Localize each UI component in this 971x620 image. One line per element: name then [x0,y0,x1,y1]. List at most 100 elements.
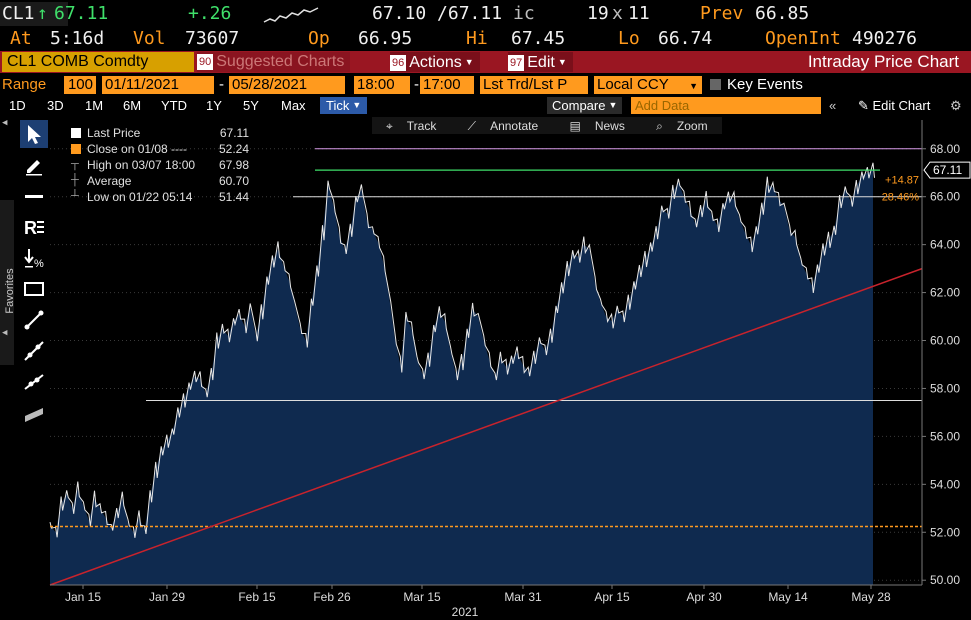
rectangle-tool[interactable] [20,275,48,303]
x-tick-label: Feb 26 [313,590,351,604]
x-tick-label: Jan 29 [149,590,185,604]
track-button[interactable]: ⌖ Track [372,117,450,136]
x-tick-label: Jan 15 [65,590,101,604]
edit-chart-label: Edit Chart [872,98,931,113]
chevron-down-icon: ▼ [464,57,474,67]
x-tick-label: May 14 [768,590,808,604]
horizontal-line-tool[interactable] [20,182,48,210]
prev-value: 66.85 [755,3,810,24]
y-tick-label: 66.00 [930,190,960,204]
annotate-icon: ⟋ [467,119,477,133]
zoom-label: Zoom [676,119,708,133]
ticker-symbol[interactable]: CL1 [2,3,35,24]
change-pct-tag: 28.46% [882,191,920,203]
actions-label: Actions [409,54,462,71]
annotate-button[interactable]: ⟋ Annotate [454,117,552,136]
range-count-input[interactable]: 100 [64,76,96,94]
edit-chart-button[interactable]: ✎ Edit Chart [858,97,930,114]
channel-tool[interactable] [20,399,48,427]
legend-row-last[interactable]: Last Price 67.11 [57,125,252,141]
percent-tool[interactable]: % [20,244,48,272]
period-1m[interactable]: 1M [85,98,104,113]
last-price: 67.11 [54,3,109,24]
end-date-input[interactable]: 05/28/2021 [229,76,345,94]
add-data-input[interactable]: Add Data [631,97,821,114]
suggested-charts-label: Suggested Charts [216,53,345,70]
size-separator: x [612,3,623,24]
open-interest-label: OpenInt [765,28,841,49]
svg-text:%: % [34,258,44,269]
high-label: Hi [466,28,488,49]
news-button[interactable]: ▤ News [555,117,638,136]
period-3d[interactable]: 3D [47,98,64,113]
vol-value: 73607 [185,28,240,49]
actions-number: 96 [390,55,407,71]
change-tag: +14.87 [885,175,919,187]
open-interest-value: 490276 [852,28,918,49]
expand-arrow-icon[interactable]: ◀ [2,118,8,128]
pen-tool[interactable] [20,151,48,179]
currency-select[interactable]: Local CCY ▼ [594,76,702,94]
start-date-input[interactable]: 01/11/2021 [102,76,214,94]
prev-label: Prev [700,3,744,24]
news-label: News [594,119,625,133]
checkbox-icon [710,79,721,90]
text-tool[interactable]: R [20,213,48,241]
ray-tool[interactable] [20,337,48,365]
period-bar: 1D 3D 1M 6M YTD 1Y 5Y Max Tick ▼ Compare ▼… [0,95,971,115]
bid-ask: 67.10 /67.11 [372,3,503,24]
end-time-input[interactable]: 17:00 [420,76,474,94]
legend-label: High on 03/07 18:00 [87,158,196,172]
y-tick-label: 52.00 [930,525,960,539]
suggested-charts-button[interactable]: 90 Suggested Charts [197,52,351,72]
channel-icon [25,408,43,422]
edit-button[interactable]: 97 Edit ▼ [508,52,573,72]
legend-value: 67.98 [218,158,249,172]
gear-icon[interactable]: ⚙ [950,98,962,113]
news-icon: ▤ [569,119,581,133]
security-field[interactable]: CL1 COMB Comdty [2,52,194,72]
trend-line-tool[interactable] [20,306,48,334]
x-tick-label: Apr 30 [686,590,722,604]
chevron-down-icon: ▼ [352,100,362,110]
period-5y[interactable]: 5Y [243,98,259,113]
period-ytd[interactable]: YTD [161,98,187,113]
favorites-tab[interactable]: Favorites [0,200,16,365]
high-value: 67.45 [511,28,566,49]
period-1y[interactable]: 1Y [206,98,222,113]
start-time-input[interactable]: 18:00 [354,76,410,94]
legend-row-close[interactable]: Close on 01/08 ---- 52.24 [57,141,252,157]
last-price-tag-label: 67.11 [933,163,962,177]
price-area [50,170,873,586]
expand-arrow-icon[interactable]: ◀ [2,328,8,338]
x-tick-label: Apr 15 [594,590,630,604]
period-tick[interactable]: Tick ▼ [320,97,368,114]
cursor-icon [28,125,41,144]
page-title: Intraday Price Chart [807,52,959,71]
collapse-icon[interactable]: « [829,98,837,113]
zoom-button[interactable]: ⌕ Zoom [642,117,721,136]
horizontal-line-icon [25,195,43,198]
key-events-toggle[interactable]: Key Events [710,76,803,94]
extended-line-tool[interactable] [20,368,48,396]
x-tick-label: May 28 [851,590,891,604]
period-1d[interactable]: 1D [9,98,26,113]
cursor-tool[interactable] [20,120,48,148]
chevron-down-icon: ▼ [608,100,618,110]
annotate-label: Annotate [490,119,539,133]
compare-button[interactable]: Compare ▼ [547,97,623,114]
period-max[interactable]: Max [281,98,306,113]
y-tick-label: 60.00 [930,334,960,348]
legend-value: 51.44 [218,190,249,204]
y-tick-label: 50.00 [930,573,960,587]
extended-line-icon [24,374,44,390]
range-dash: - [219,76,224,93]
price-chart[interactable]: 50.00 52.00 54.00 56.00 58.00 60.00 62.00 64.00… [0,115,971,620]
legend-row-average: ┼ Average 60.70 [57,173,252,189]
x-year-label: 2021 [452,605,479,619]
trend-line-icon [24,310,44,330]
sparkline-icon [263,7,319,23]
actions-button[interactable]: 96 Actions ▼ [390,52,480,72]
price-field-select[interactable]: Lst Trd/Lst P [480,76,588,94]
period-6m[interactable]: 6M [123,98,142,113]
